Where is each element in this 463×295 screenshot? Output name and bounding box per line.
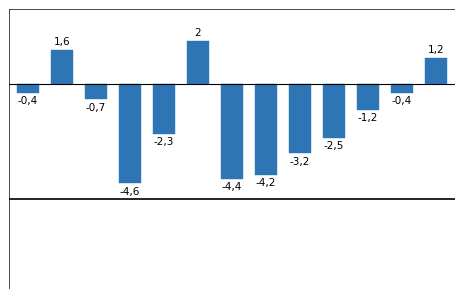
Bar <box>51 50 72 84</box>
Text: 2: 2 <box>194 28 201 38</box>
Bar <box>85 84 106 99</box>
Text: -0,4: -0,4 <box>391 96 411 106</box>
Bar <box>391 84 412 93</box>
Bar <box>289 84 310 153</box>
Text: -2,5: -2,5 <box>323 141 344 151</box>
Bar <box>153 84 174 134</box>
Text: -4,4: -4,4 <box>221 182 242 192</box>
Text: -1,2: -1,2 <box>357 113 377 123</box>
Bar <box>323 84 344 138</box>
Text: -3,2: -3,2 <box>289 157 310 166</box>
Bar <box>119 84 140 183</box>
Bar <box>187 41 208 84</box>
Text: -4,6: -4,6 <box>119 187 140 197</box>
Text: -0,7: -0,7 <box>86 103 106 113</box>
Bar <box>357 84 378 110</box>
Text: -0,4: -0,4 <box>18 96 38 106</box>
Bar <box>255 84 276 175</box>
Text: 1,2: 1,2 <box>427 45 444 55</box>
Bar <box>18 84 38 93</box>
Text: 1,6: 1,6 <box>54 37 70 47</box>
Bar <box>425 58 445 84</box>
Bar <box>221 84 242 179</box>
Text: -4,2: -4,2 <box>255 178 275 188</box>
Text: -2,3: -2,3 <box>153 137 174 147</box>
